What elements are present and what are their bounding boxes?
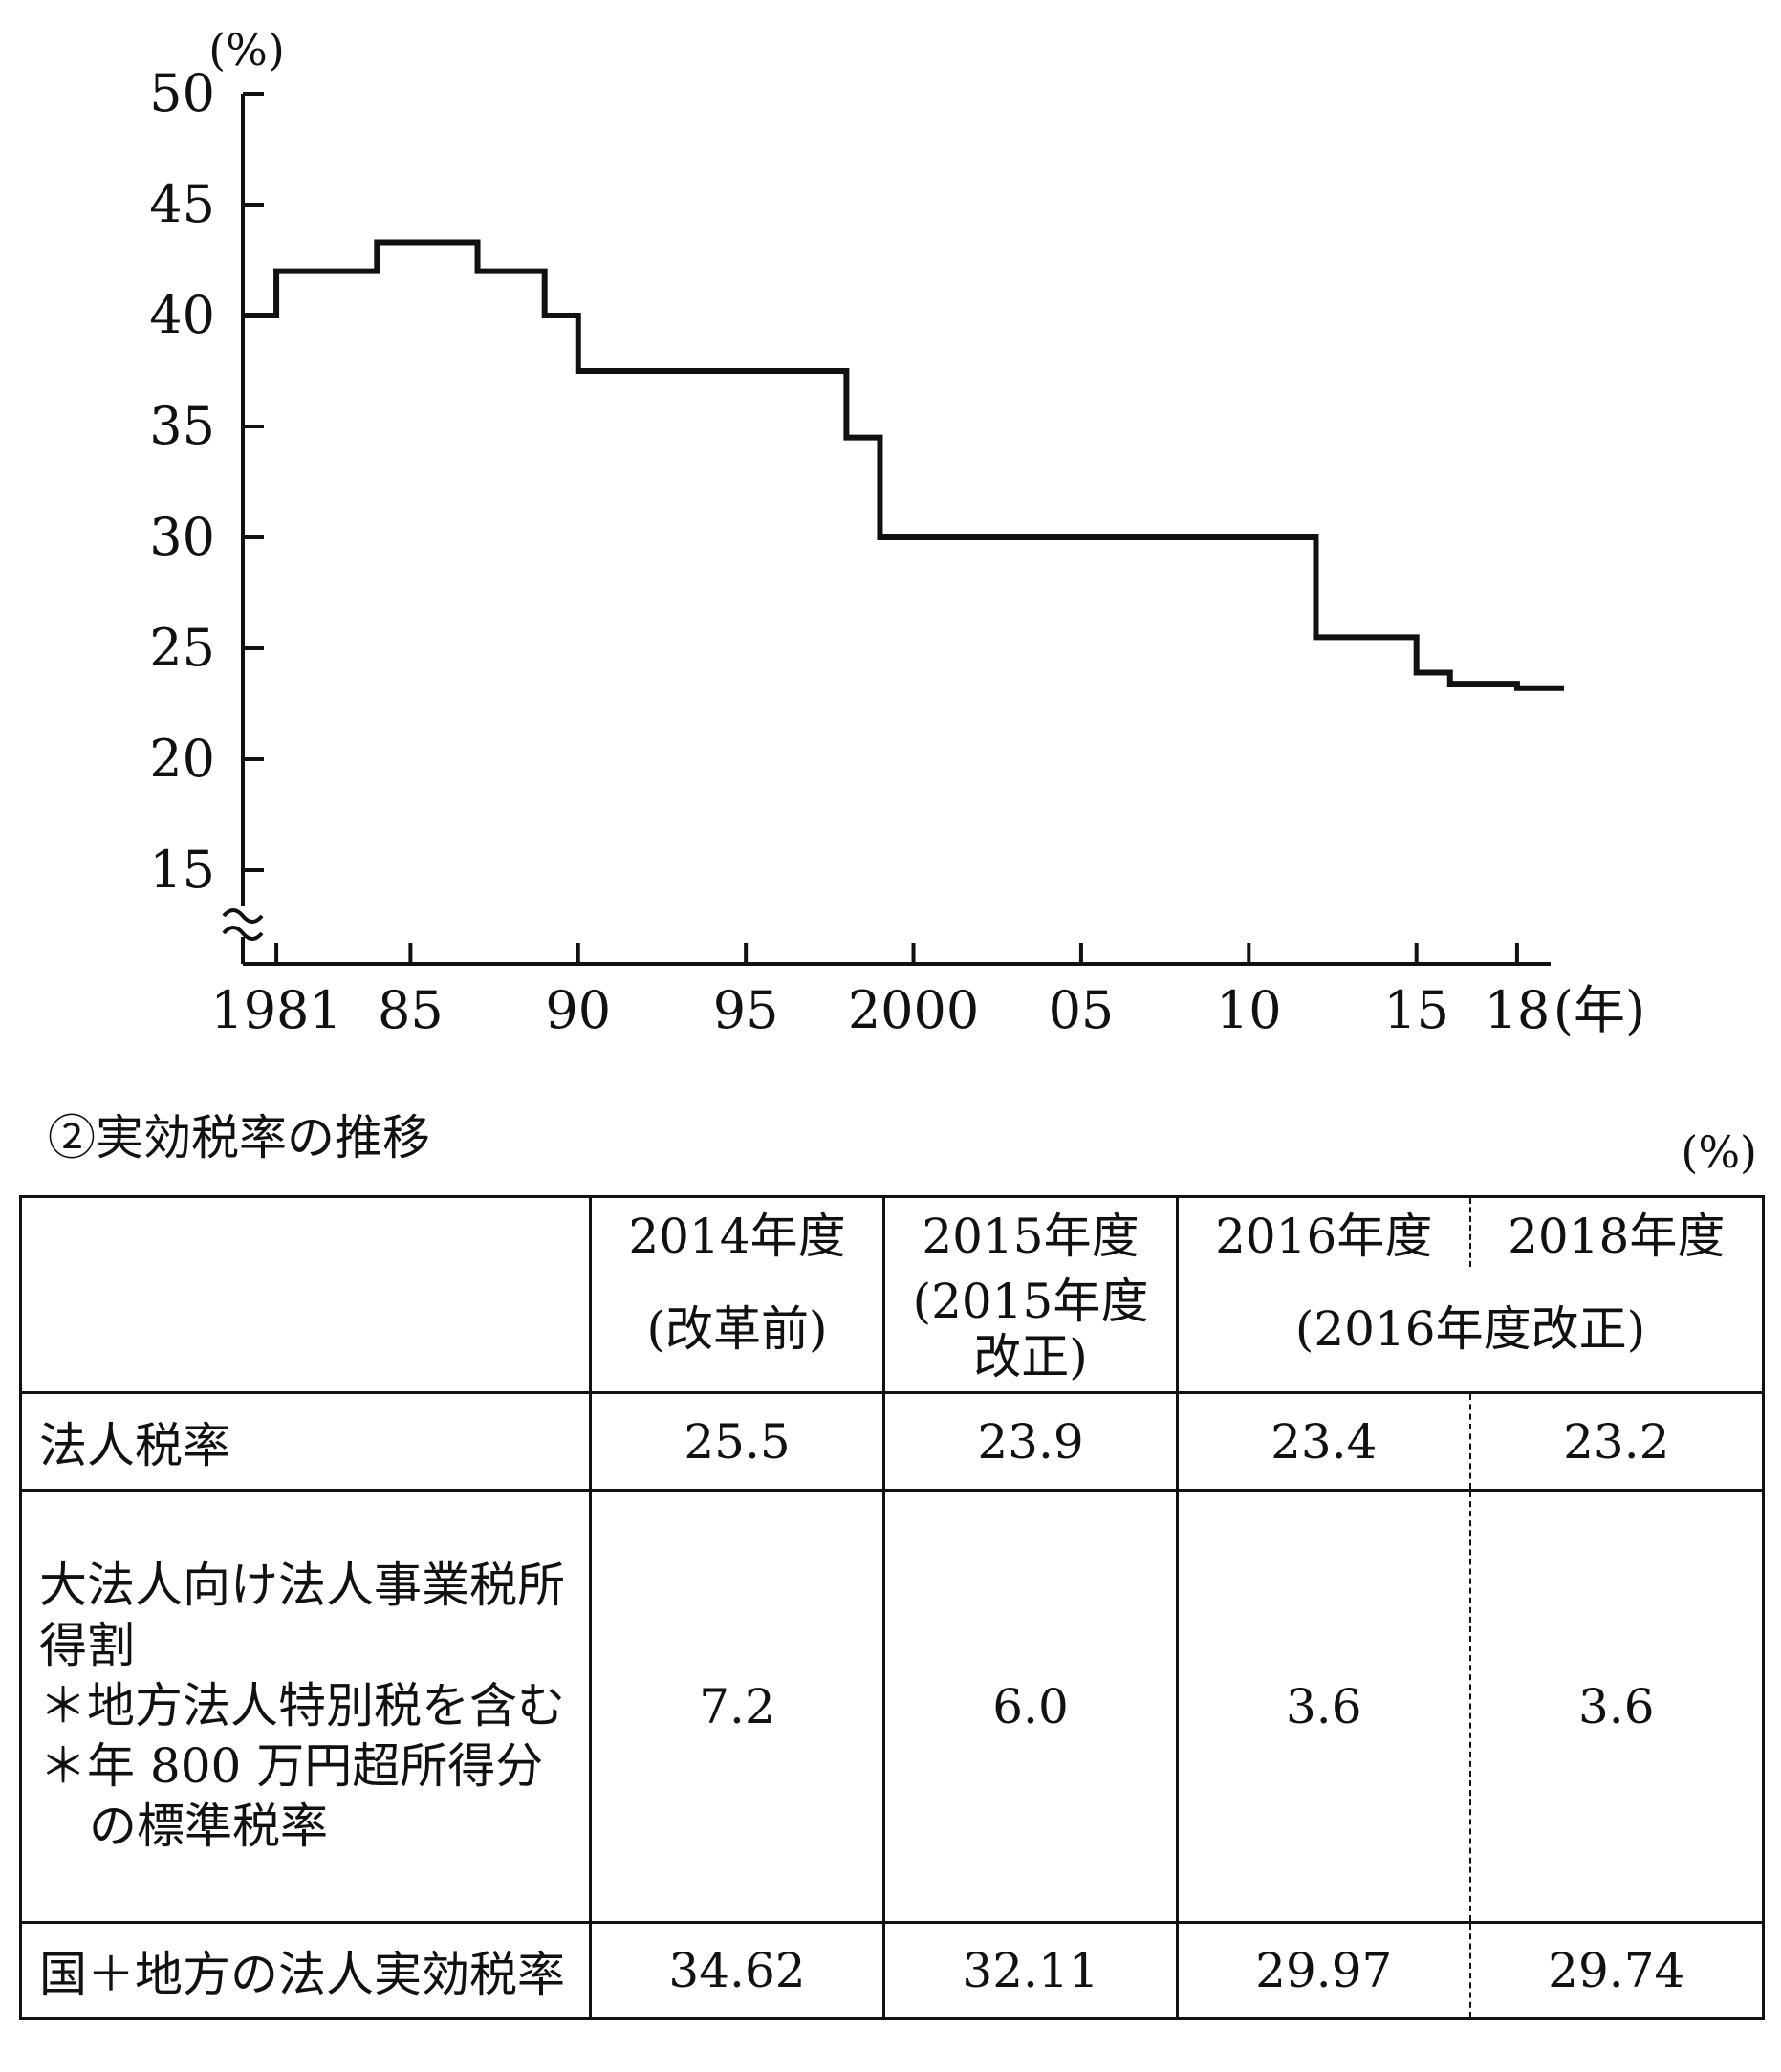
tax-rate-chart: 15 20 25 30 35 40 45 50(%) 1981 85 90 95 2000 05 10 15… — [149, 24, 1645, 1040]
y-tick-label: 50 — [149, 63, 215, 123]
cell-value: 29.74 — [1468, 1921, 1765, 2020]
cell-value: 23.4 — [1176, 1391, 1471, 1492]
axis-break-mark — [222, 908, 264, 941]
x-tick-label: 2000 — [848, 980, 979, 1040]
y-tick-label: 30 — [149, 507, 215, 567]
x-tick-label: 18 — [1485, 980, 1551, 1040]
cell-value: 7.2 — [589, 1489, 885, 1924]
cell-value: 6.0 — [882, 1489, 1179, 1924]
cell-value: 25.5 — [589, 1391, 885, 1492]
cell-value: 3.6 — [1468, 1489, 1765, 1924]
x-tick-label: 95 — [713, 980, 779, 1040]
row-business-tax: 大法人向け法人事業税所得割 ＊地方法人特別税を含む ＊年 800 万円超所得分の… — [19, 1489, 1765, 1924]
cell-value: 29.97 — [1176, 1921, 1471, 2020]
series-line — [243, 239, 1565, 691]
y-tick-label: 35 — [149, 396, 215, 456]
x-unit-label: (年) — [1553, 980, 1645, 1040]
x-tick-label: 10 — [1216, 980, 1282, 1040]
row-note: ＊地方法人特別税を含む — [39, 1678, 565, 1734]
y-unit-label: (%) — [208, 24, 285, 76]
y-tick-label: 15 — [149, 840, 215, 900]
cell-value: 23.9 — [882, 1391, 1179, 1492]
tax-rate-table: 2014年度 2015年度 2016年度 2018年度 (改革前) (2015年… — [19, 1195, 1765, 2020]
y-tick-label: 40 — [149, 285, 215, 345]
y-tick-label: 45 — [149, 174, 215, 234]
x-tick-label: 1981 — [210, 980, 341, 1040]
header-sub-2014: (改革前) — [589, 1267, 885, 1394]
x-tick-label: 15 — [1383, 980, 1449, 1040]
y-tick-label: 20 — [149, 729, 215, 789]
cell-value: 32.11 — [882, 1921, 1179, 2020]
cell-value: 3.6 — [1176, 1489, 1471, 1924]
series-group — [242, 239, 1565, 691]
header-corner — [19, 1195, 592, 1394]
y-tick-label: 25 — [149, 618, 215, 678]
cell-value: 23.2 — [1468, 1391, 1765, 1492]
table-header-row: 2014年度 2015年度 2016年度 2018年度 — [19, 1195, 1765, 1394]
table-title: ②実効税率の推移 — [48, 1110, 430, 1166]
y-axis: 15 20 25 30 35 40 45 50(%) — [149, 24, 285, 964]
header-year-2014: 2014年度 — [589, 1195, 885, 1267]
header-year-2015: 2015年度 — [882, 1195, 1179, 1267]
cell-value: 34.62 — [589, 1921, 885, 2020]
x-tick-label: 90 — [545, 980, 611, 1040]
x-tick-label: 05 — [1049, 980, 1115, 1040]
row-corporate-tax: 法人税率 25.5 23.9 23.4 23.2 — [19, 1391, 1765, 1492]
header-year-2018: 2018年度 — [1468, 1195, 1765, 1267]
row-label-business-tax: 大法人向け法人事業税所得割 ＊地方法人特別税を含む ＊年 800 万円超所得分の… — [19, 1489, 592, 1924]
table-subheader-row: (改革前) (2015年度改正) (2016年度改正) — [21, 1267, 1765, 1394]
header-year-2016: 2016年度 — [1176, 1195, 1471, 1267]
header-sub-2016-2018: (2016年度改正) — [1176, 1267, 1765, 1394]
x-tick-label: 85 — [378, 980, 444, 1040]
x-axis: 1981 85 90 95 2000 05 10 15 18 (年) — [210, 943, 1645, 1040]
row-label-business-tax-title: 大法人向け法人事業税所得割 — [39, 1558, 565, 1673]
row-label-effective-tax: 国＋地方の法人実効税率 — [19, 1921, 592, 2020]
table-unit: (%) — [1681, 1126, 1757, 1178]
header-sub-2015: (2015年度改正) — [882, 1267, 1179, 1394]
row-label-corporate-tax: 法人税率 — [19, 1391, 592, 1492]
row-effective-tax: 国＋地方の法人実効税率 34.62 32.11 29.97 29.74 — [19, 1921, 1765, 2020]
row-note: ＊年 800 万円超所得分の標準税率 — [39, 1738, 544, 1854]
